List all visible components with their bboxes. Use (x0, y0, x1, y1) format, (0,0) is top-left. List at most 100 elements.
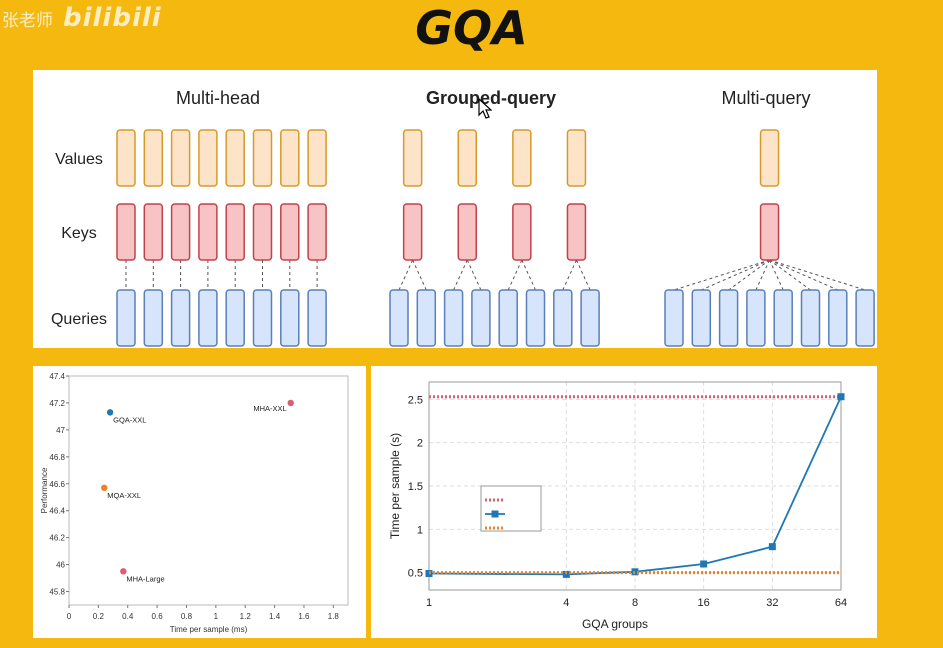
key-head (280, 203, 300, 261)
y-tick-label: 46.2 (49, 534, 65, 543)
x-tick-label: 0.4 (122, 612, 134, 621)
y-axis-label: Time per sample (s) (388, 433, 402, 539)
connector-line (769, 259, 866, 291)
row-label-queries: Queries (51, 311, 107, 328)
attention-diagram: Values Keys Queries Multi-head Grouped-query… (51, 88, 875, 347)
key-head (566, 203, 587, 261)
y-tick-label: 47 (56, 426, 65, 435)
connector-line (453, 259, 468, 291)
query-head (307, 289, 327, 347)
key-head (457, 203, 477, 261)
value-head (566, 129, 587, 187)
key-head (512, 203, 532, 261)
row-label-keys: Keys (61, 225, 97, 242)
key-head (198, 203, 218, 261)
x-tick-label: 1 (214, 612, 219, 621)
connector-line (769, 259, 811, 291)
query-head (471, 289, 491, 347)
series-marker (562, 570, 570, 578)
connector-line (412, 259, 427, 291)
connector-line (673, 259, 770, 291)
connector-line (562, 259, 577, 291)
x-tick-label: 8 (632, 597, 638, 609)
series-marker (837, 393, 845, 401)
mouse-cursor-icon (478, 98, 492, 119)
value-head (457, 129, 477, 187)
x-axis-label: Time per sample (ms) (170, 625, 248, 634)
y-tick-label: 47.4 (49, 372, 65, 381)
y-tick-label: 45.8 (49, 588, 65, 597)
query-head (800, 289, 821, 347)
query-head (170, 289, 191, 347)
y-tick-label: 2 (417, 438, 423, 450)
scatter-point-label: MHA-XXL (253, 404, 286, 413)
connector-line (521, 259, 536, 291)
performance-scatter-panel: 0 0.2 0.4 0.6 0.8 1 1.2 1.4 1.6 1.8 45.8 46 46.2 46.4… (33, 366, 366, 638)
x-tick-label: 4 (563, 597, 569, 609)
query-head (580, 289, 600, 347)
y-axis-label: Performance (40, 467, 49, 513)
watermark-teacher-text: 张老师 (2, 10, 53, 31)
legend-box (480, 485, 542, 532)
query-head (855, 289, 875, 347)
scatter-point-label: GQA-XXL (113, 415, 146, 424)
column-title-grouped-query: Grouped-query (426, 88, 556, 108)
series-marker (700, 560, 708, 568)
y-tick-label: 46.4 (49, 507, 65, 516)
y-tick-label: 2.5 (408, 394, 423, 406)
value-head (402, 129, 423, 187)
x-tick-label: 64 (835, 597, 847, 609)
query-head (116, 289, 136, 347)
query-head (553, 289, 573, 347)
row-label-values: Values (55, 151, 103, 168)
value-head (225, 129, 245, 187)
query-head (416, 289, 437, 347)
attention-diagram-panel: Values Keys Queries Multi-head Grouped-query… (33, 70, 877, 348)
query-head (198, 289, 218, 347)
page-title: GQA (415, 1, 528, 55)
connector-line (701, 259, 770, 291)
query-head (691, 289, 712, 347)
x-axis-label: GQA groups (582, 617, 648, 631)
connector-line (575, 259, 591, 291)
series-line (428, 396, 842, 576)
x-tick-label: 1.8 (328, 612, 340, 621)
query-head (252, 289, 273, 347)
column-title-multi-query: Multi-query (721, 88, 810, 108)
legend-swatch-marker (491, 510, 499, 518)
key-head (170, 203, 191, 261)
scatter-point (120, 568, 127, 575)
x-tick-label: 32 (766, 597, 778, 609)
value-head (143, 129, 164, 187)
connector-line (398, 259, 414, 291)
bilibili-logo: bilibili (63, 3, 162, 33)
key-head (402, 203, 423, 261)
scatter-point (101, 484, 108, 492)
x-tick-label: 0 (67, 612, 72, 621)
x-tick-label: 0.6 (152, 612, 164, 621)
key-head (252, 203, 273, 261)
x-tick-label: 1.4 (269, 612, 281, 621)
connector-line (466, 259, 482, 291)
y-tick-label: 46.6 (49, 480, 65, 489)
key-head (759, 203, 780, 261)
query-head (280, 289, 300, 347)
value-head (116, 129, 136, 187)
query-head (773, 289, 793, 347)
time-per-sample-panel: 1 4 8 16 32 64 0.5 1 1.5 2 2.5 GQA groups Time per s… (371, 366, 877, 638)
connector-line (507, 259, 523, 291)
query-head (828, 289, 848, 347)
x-tick-label: 1.6 (298, 612, 310, 621)
key-head (116, 203, 136, 261)
key-head (143, 203, 164, 261)
query-head (664, 289, 684, 347)
value-head (198, 129, 218, 187)
value-head (307, 129, 327, 187)
query-head (225, 289, 245, 347)
series-marker (768, 543, 776, 551)
scatter-point (287, 399, 294, 407)
value-head (252, 129, 273, 187)
x-tick-label: 16 (698, 597, 710, 609)
line-plot-area (428, 381, 842, 591)
x-tick-label: 0.2 (93, 612, 105, 621)
